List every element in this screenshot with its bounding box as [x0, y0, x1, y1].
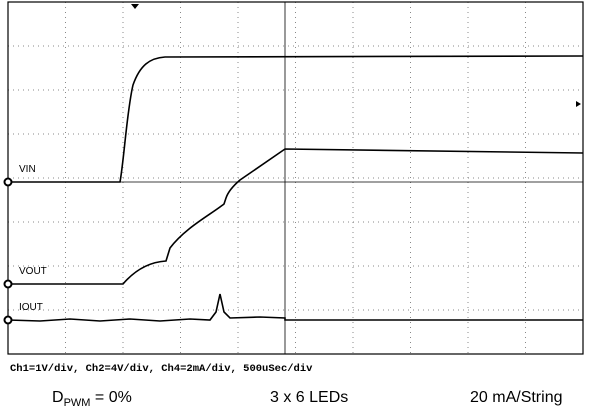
duty-value: = 0% — [90, 389, 131, 406]
scope-settings: Ch1=1V/div, Ch2=4V/div, Ch4=2mA/div, 500… — [10, 363, 313, 375]
vin-ground-marker — [3, 177, 13, 187]
vout-ground-marker — [3, 279, 13, 289]
duty-symbol: D — [52, 389, 64, 406]
led-config: 3 x 6 LEDs — [270, 389, 348, 406]
trigger-marker — [131, 4, 139, 9]
vout-trace — [8, 148, 584, 285]
iout-ground-marker — [3, 315, 13, 325]
trace-label: VIN — [19, 164, 36, 175]
trace-label: VOUT — [19, 266, 47, 277]
duty-cycle: DPWM = 0% — [52, 389, 132, 409]
vin-trace — [8, 55, 584, 183]
grid — [8, 2, 583, 354]
duty-subscript: PWM — [64, 397, 91, 409]
trace-label: IOUT — [19, 302, 43, 313]
trigger-level-marker — [576, 101, 581, 107]
iout-trace — [7, 293, 583, 322]
string-current: 20 mA/String — [470, 389, 562, 406]
